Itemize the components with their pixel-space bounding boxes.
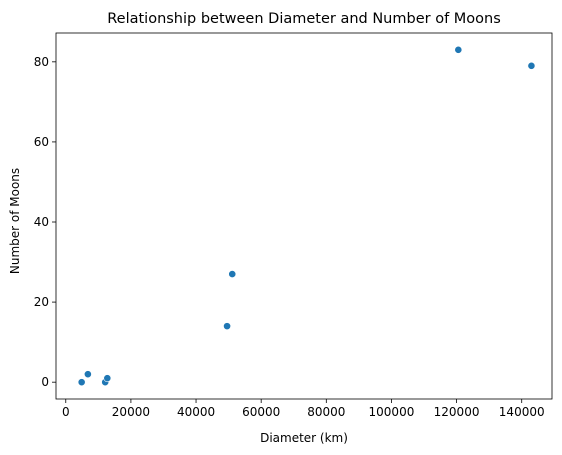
x-tick-label: 40000 (177, 405, 215, 419)
x-tick-label: 20000 (112, 405, 150, 419)
data-point (454, 45, 463, 54)
y-tick-label: 20 (34, 295, 49, 309)
y-tick-label: 60 (34, 135, 49, 149)
data-point (228, 270, 237, 278)
x-tick-label: 0 (62, 405, 70, 419)
y-tick-label: 0 (41, 375, 49, 389)
x-tick-label: 60000 (242, 405, 280, 419)
data-point (527, 61, 536, 70)
data-point (83, 370, 92, 379)
data-point (77, 378, 86, 387)
x-tick-label: 80000 (307, 405, 345, 419)
y-tick-label: 40 (34, 215, 49, 229)
plot-frame (55, 32, 553, 400)
data-point (103, 374, 112, 383)
data-point (223, 322, 231, 331)
x-tick-label: 120000 (434, 405, 480, 419)
x-tick-label: 140000 (499, 405, 545, 419)
x-tick-label: 100000 (369, 405, 415, 419)
x-axis-label: Diameter (km) (260, 431, 348, 445)
y-tick-label: 80 (34, 55, 49, 69)
chart-title: Relationship between Diameter and Number… (107, 11, 501, 27)
plot-area: 0 20000 40000 60000 80000 100000 120000 140000 0… (34, 32, 553, 419)
y-axis-label: Number of Moons (8, 168, 22, 274)
